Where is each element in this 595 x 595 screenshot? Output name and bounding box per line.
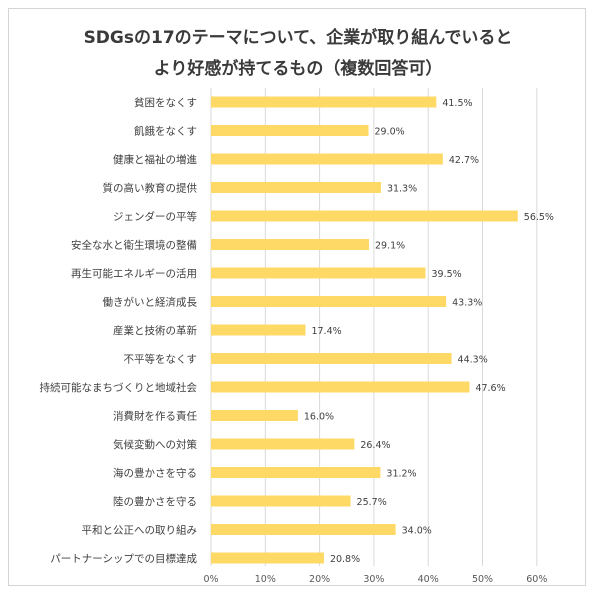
bar: [211, 296, 447, 307]
data-label: 31.2%: [386, 469, 416, 480]
category-label: 産業と技術の革新: [113, 324, 197, 337]
data-label: 29.1%: [375, 241, 405, 252]
data-label: 42.7%: [449, 155, 479, 166]
bar: [211, 495, 351, 507]
x-tick-label: 10%: [255, 574, 276, 585]
data-label: 16.0%: [304, 412, 334, 423]
category-label: 不平等をなくす: [124, 353, 198, 366]
bar: [211, 210, 518, 222]
category-label: 陸の豊かさを守る: [113, 495, 197, 508]
category-label: 貧困をなくす: [134, 96, 197, 109]
category-label: 飢餓をなくす: [134, 125, 197, 138]
category-label: 健康と福祉の増進: [113, 153, 197, 166]
category-label: 海の豊かさを守る: [113, 467, 197, 480]
x-tick-label: 0%: [203, 574, 218, 585]
data-label: 41.5%: [442, 98, 472, 109]
x-tick-label: 50%: [472, 574, 493, 585]
bar: [211, 267, 426, 279]
chart-title-line-2: より好感が持てるもの（複数回答可）: [153, 59, 443, 79]
data-label: 17.4%: [311, 326, 341, 337]
data-label: 43.3%: [452, 298, 482, 309]
data-label: 39.5%: [431, 269, 461, 280]
category-label: 消費財を作る責任: [113, 410, 197, 423]
data-label: 20.8%: [330, 554, 360, 565]
data-label: 34.0%: [402, 526, 432, 537]
x-tick-label: 40%: [418, 574, 439, 585]
category-label: 気候変動への対策: [113, 438, 197, 451]
category-label: 平和と公正への取り組み: [82, 524, 198, 537]
category-label: 質の高い教育の提供: [103, 182, 198, 195]
data-label: 44.3%: [458, 355, 488, 366]
x-tick-label: 60%: [526, 574, 547, 585]
data-label: 47.6%: [475, 383, 505, 394]
category-label: ジェンダーの平等: [113, 210, 197, 223]
chart-title-line-1: SDGsの17のテーマについて、企業が取り組んでいると: [83, 28, 513, 48]
category-label: 安全な水と衛生環境の整備: [71, 239, 197, 252]
bar: [211, 410, 298, 421]
bar: [211, 467, 381, 478]
bar: [211, 239, 370, 250]
bar: [211, 182, 381, 193]
data-label: 31.3%: [387, 184, 417, 195]
bar: [211, 438, 355, 450]
x-tick-label: 20%: [309, 574, 330, 585]
bar: [211, 353, 452, 364]
category-label: 再生可能エネルギーの活用: [71, 267, 197, 280]
bar: [211, 324, 306, 336]
chart-title: SDGsの17のテーマについて、企業が取り組んでいると より好感が持てるもの（複…: [9, 23, 587, 85]
bar: [211, 153, 443, 165]
data-label: 26.4%: [360, 440, 390, 451]
bar: [211, 96, 437, 108]
x-tick-label: 30%: [363, 574, 384, 585]
data-label: 56.5%: [524, 212, 554, 223]
data-label: 25.7%: [357, 497, 387, 508]
data-label: 29.0%: [374, 127, 404, 138]
bar: [211, 381, 470, 393]
bar: [211, 125, 369, 136]
category-label: 持続可能なまちづくりと地域社会: [40, 381, 198, 394]
bar: [211, 524, 396, 535]
category-label: 働きがいと経済成長: [103, 296, 198, 309]
bar: [211, 552, 324, 564]
category-label: パートナーシップでの目標達成: [50, 552, 197, 565]
